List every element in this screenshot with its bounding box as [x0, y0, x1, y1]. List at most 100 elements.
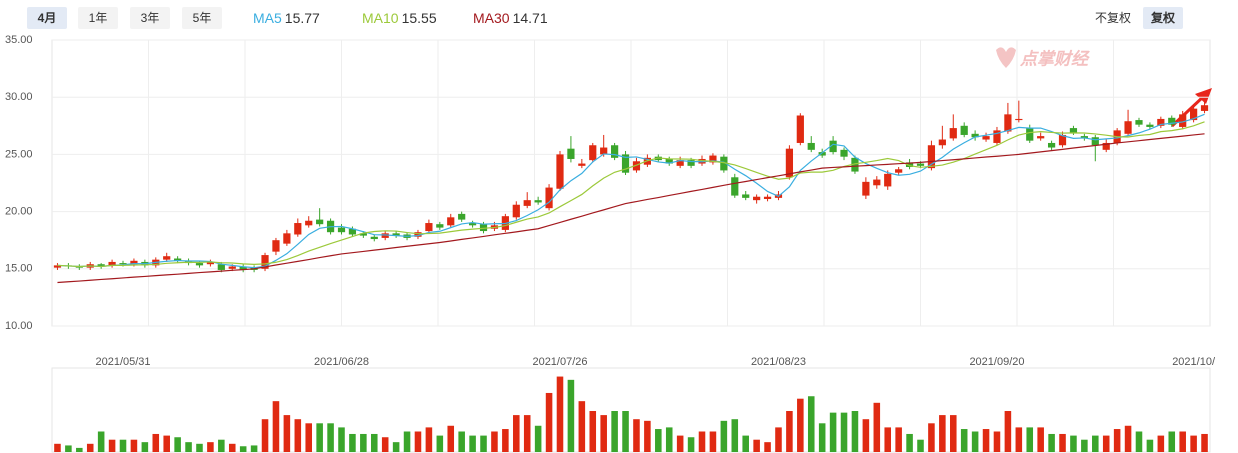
- volume-bar: [239, 446, 247, 452]
- volume-bar: [163, 435, 170, 452]
- volume-bar: [250, 445, 258, 452]
- x-tick-label: 2021/09/20: [969, 356, 1024, 368]
- candle-body: [578, 163, 586, 166]
- candle-body: [523, 200, 531, 206]
- period-button[interactable]: 4月: [27, 7, 67, 29]
- candle-body: [130, 260, 138, 265]
- volume-bar: [644, 420, 651, 452]
- volume-bar: [960, 429, 968, 452]
- volume-bar: [327, 423, 334, 452]
- y-tick-label: 35.00: [5, 34, 33, 46]
- candle-body: [905, 162, 914, 167]
- candle-body: [676, 160, 684, 166]
- ma-line: [57, 113, 1205, 269]
- volume-bar: [86, 443, 94, 452]
- period-button[interactable]: 5年: [182, 7, 222, 29]
- candle-body: [381, 233, 389, 238]
- candle-body: [1102, 142, 1110, 150]
- candle-body: [916, 163, 925, 166]
- volume-bar: [556, 376, 564, 452]
- candle-body: [261, 255, 269, 269]
- volume-bar: [622, 411, 629, 452]
- volume-bar: [54, 443, 61, 452]
- candle-body: [1157, 118, 1165, 126]
- period-button[interactable]: 1年: [78, 7, 118, 29]
- candle-body: [1026, 128, 1034, 141]
- candle-body: [174, 258, 182, 261]
- volume-bar: [119, 439, 127, 452]
- volume-bar: [764, 442, 771, 452]
- volume-bar: [316, 423, 323, 452]
- legend-value: 14.71: [512, 10, 548, 26]
- volume-bar: [534, 425, 542, 452]
- volume-bar: [993, 431, 1001, 452]
- y-tick-label: 10.00: [5, 320, 33, 332]
- volume-bar: [1157, 435, 1165, 452]
- volume-bar: [360, 433, 367, 452]
- volume-bar: [786, 411, 793, 452]
- volume-bar: [589, 411, 597, 452]
- volume-bar: [1004, 411, 1012, 452]
- legend-item: MA30 14.71: [473, 8, 548, 28]
- volume-bar: [196, 443, 203, 452]
- candle-body: [1135, 120, 1143, 125]
- adjust-button[interactable]: 不复权: [1094, 11, 1131, 25]
- toolbar: 4月 1年 3年 5年 MA5 15.77 MA10 15.55 MA30 14.71…: [0, 0, 1238, 36]
- volume-bar: [720, 420, 728, 452]
- candle-body: [436, 224, 444, 228]
- volume-bar: [862, 419, 870, 452]
- candle-body: [1179, 114, 1187, 127]
- candle-body: [851, 157, 859, 172]
- volume-bar: [1168, 431, 1176, 452]
- period-button[interactable]: 3年: [130, 7, 170, 29]
- candle-body: [884, 173, 892, 187]
- candle-body: [468, 223, 477, 226]
- candle-body: [600, 147, 608, 155]
- volume-bar: [895, 427, 902, 452]
- volume-bar: [665, 427, 673, 452]
- volume-bar: [207, 442, 214, 452]
- y-tick-label: 15.00: [5, 263, 33, 275]
- volume-bar: [130, 439, 138, 452]
- volume-bar: [982, 429, 990, 452]
- legend-item: MA10 15.55: [362, 8, 437, 28]
- candle-body: [1004, 114, 1012, 132]
- volume-bar: [403, 431, 411, 452]
- candle-body: [370, 236, 378, 240]
- candle-body: [862, 181, 870, 196]
- candle-body: [545, 187, 553, 209]
- legend-value: 15.55: [401, 10, 437, 26]
- x-tick-label: 2021/07/26: [532, 356, 587, 368]
- volume-bar: [491, 431, 498, 452]
- candle-body: [665, 158, 673, 164]
- candle-body: [239, 266, 247, 270]
- volume-bar: [851, 411, 859, 452]
- volume-frame: [51, 367, 1211, 453]
- candle-body: [971, 133, 979, 138]
- watermark: 点掌财经: [996, 47, 1090, 68]
- candle-body: [272, 240, 280, 252]
- candle-body: [796, 115, 804, 143]
- volume-bar: [1081, 439, 1088, 452]
- candle-body: [709, 155, 717, 163]
- volume-bar: [392, 442, 400, 452]
- volume-bar: [283, 415, 291, 452]
- volume-bar: [108, 439, 116, 452]
- volume-bar: [1124, 425, 1132, 452]
- candle-body: [425, 223, 433, 232]
- candle-body: [938, 139, 946, 146]
- candle-body: [414, 232, 422, 237]
- candle-body: [53, 265, 62, 268]
- candle-body: [447, 217, 455, 226]
- volume-bar: [174, 437, 181, 452]
- candle-body: [567, 148, 575, 159]
- candle-body: [359, 233, 367, 236]
- candle-body: [217, 264, 225, 270]
- adjust-button[interactable]: 复权: [1143, 7, 1183, 29]
- volume-bar: [370, 433, 378, 452]
- volume-bar: [829, 412, 837, 452]
- volume-bar: [633, 419, 640, 452]
- candle-body: [119, 263, 127, 265]
- candle-body: [960, 125, 968, 135]
